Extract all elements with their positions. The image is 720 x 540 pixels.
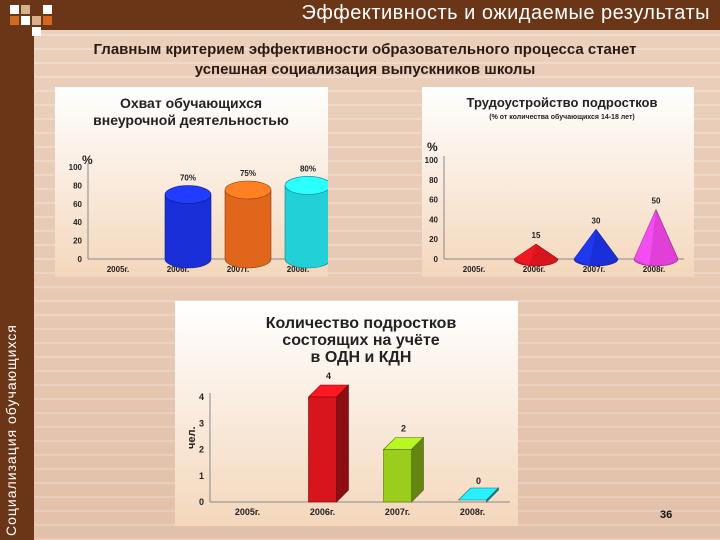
x-tick-label: 2006г. bbox=[523, 265, 546, 274]
bar-cone-highlight bbox=[514, 244, 536, 266]
chart-subtitle: (% от количества обучающихся 14-18 лет) bbox=[489, 113, 634, 121]
y-tick-label: 40 bbox=[73, 218, 82, 227]
x-tick-label: 2005г. bbox=[107, 265, 130, 274]
x-tick-label: 2006г. bbox=[310, 507, 335, 517]
subtitle: Главным критерием эффективности образова… bbox=[40, 40, 690, 80]
chart-title-line-1: Количество подростков bbox=[266, 315, 457, 332]
bar-box-front bbox=[383, 449, 412, 503]
bar-cylinder-body bbox=[224, 189, 272, 269]
data-label: 4 bbox=[326, 371, 331, 381]
sidebar: Социализация обучающихся bbox=[0, 0, 34, 540]
y-tick-label: 2 bbox=[199, 445, 204, 455]
decor-square bbox=[32, 27, 41, 36]
chart-title-line-2: состоящих на учёте bbox=[282, 332, 439, 349]
chart-employment: Трудоустройство подростков (% от количес… bbox=[422, 87, 694, 277]
chart-title-line-2: внеурочной деятельностью bbox=[93, 112, 289, 128]
chart-registered: Количество подростков состоящих на учёте… bbox=[175, 301, 518, 526]
data-label: 15 bbox=[532, 231, 541, 240]
chart-panel-employment: Трудоустройство подростков (% от количес… bbox=[422, 87, 694, 277]
x-tick-label: 2005г. bbox=[235, 507, 260, 517]
y-axis-label: % bbox=[82, 153, 93, 167]
bar-cylinder-top bbox=[164, 185, 212, 204]
data-label: 50 bbox=[652, 197, 661, 206]
data-label: 2 bbox=[401, 424, 406, 434]
page-number: 36 bbox=[660, 509, 673, 521]
x-tick-label: 2007г. bbox=[385, 507, 410, 517]
bar-cone-highlight bbox=[574, 229, 596, 266]
y-tick-label: 0 bbox=[434, 255, 439, 264]
slide-title: Эффективность и ожидаемые результаты bbox=[301, 2, 710, 24]
bar-box-side bbox=[486, 487, 499, 503]
chart-title: Трудоустройство подростков bbox=[467, 95, 658, 110]
sidebar-text: Социализация обучающихся bbox=[3, 324, 19, 536]
chart-panel-coverage: Охват обучающихся внеурочной деятельност… bbox=[55, 87, 332, 277]
x-tick-label: 2008г. bbox=[287, 265, 310, 274]
chart-title-line-1: Охват обучающихся bbox=[120, 95, 262, 111]
y-tick-label: 60 bbox=[73, 200, 82, 209]
chart-title-line-3: в ОДН и КДН bbox=[311, 349, 412, 366]
chart-coverage: Охват обучающихся внеурочной деятельност… bbox=[55, 87, 332, 277]
bar-box-front bbox=[308, 396, 337, 503]
data-label: 75% bbox=[240, 169, 256, 178]
y-tick-label: 20 bbox=[429, 235, 438, 244]
x-tick-label: 2008г. bbox=[460, 507, 485, 517]
decor-square bbox=[10, 16, 19, 25]
subtitle-line-1: Главным критерием эффективности образова… bbox=[93, 41, 637, 58]
x-tick-label: 2006г. bbox=[167, 265, 190, 274]
bar-cone-highlight bbox=[634, 209, 656, 266]
title-bar: Эффективность и ожидаемые результаты bbox=[34, 0, 720, 30]
data-label: 0 bbox=[476, 476, 481, 486]
y-tick-label: 3 bbox=[199, 418, 204, 428]
y-tick-label: 100 bbox=[69, 163, 83, 172]
y-tick-label: 0 bbox=[78, 255, 83, 264]
decor-square bbox=[32, 16, 41, 25]
data-label: 30 bbox=[592, 216, 601, 225]
decor-square bbox=[21, 5, 30, 14]
y-tick-label: 60 bbox=[429, 196, 438, 205]
y-tick-label: 80 bbox=[73, 181, 82, 190]
bar-cylinder-top bbox=[224, 180, 272, 200]
y-tick-label: 4 bbox=[199, 392, 204, 402]
decor-square bbox=[43, 16, 52, 25]
x-tick-label: 2007г. bbox=[583, 265, 606, 274]
decor-square bbox=[21, 16, 30, 25]
x-tick-label: 2008г. bbox=[643, 265, 666, 274]
y-tick-label: 100 bbox=[425, 156, 439, 165]
decor-square bbox=[43, 5, 52, 14]
bar-cylinder-body bbox=[164, 194, 212, 269]
data-label: 70% bbox=[180, 174, 196, 183]
subtitle-line-2: успешная социализация выпускников школы bbox=[194, 61, 536, 78]
x-tick-label: 2007г. bbox=[227, 265, 250, 274]
y-tick-label: 0 bbox=[199, 497, 204, 507]
y-tick-label: 20 bbox=[73, 237, 82, 246]
x-tick-label: 2005г. bbox=[463, 265, 486, 274]
bar-cylinder-body bbox=[284, 185, 332, 269]
y-tick-label: 1 bbox=[199, 471, 204, 481]
y-axis-label: чел. bbox=[186, 426, 198, 449]
bar-box-side bbox=[336, 384, 349, 503]
y-axis-label: % bbox=[427, 140, 438, 154]
y-tick-label: 40 bbox=[429, 215, 438, 224]
y-tick-label: 80 bbox=[429, 176, 438, 185]
data-label: 80% bbox=[300, 164, 316, 173]
chart-panel-registered: Количество подростков состоящих на учёте… bbox=[175, 301, 518, 526]
decor-square bbox=[10, 5, 19, 14]
bar-cylinder-top bbox=[284, 176, 332, 195]
